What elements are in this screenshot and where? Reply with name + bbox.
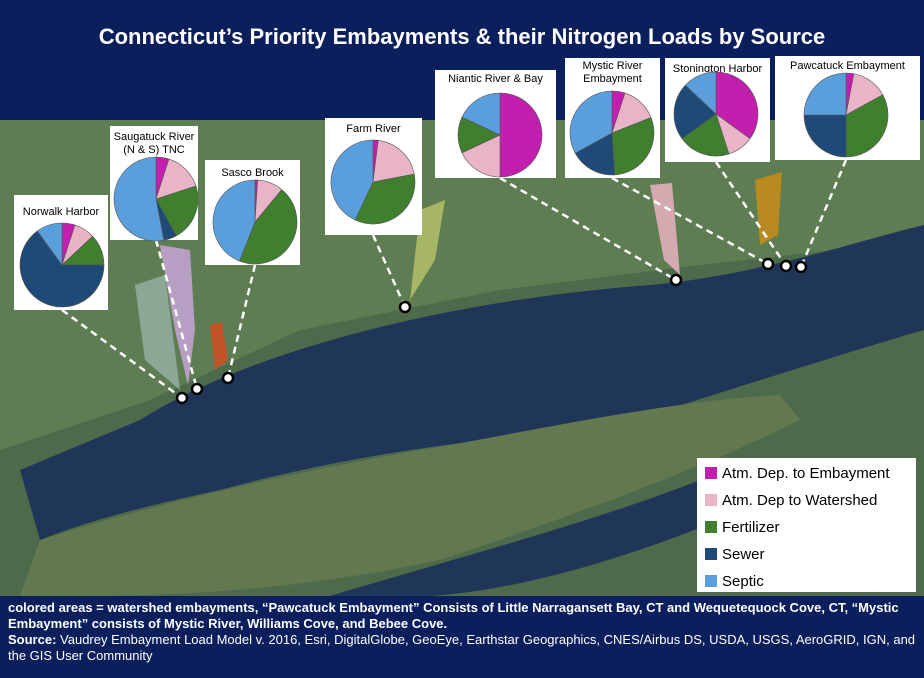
legend-swatch	[705, 494, 717, 506]
legend: Atm. Dep. to Embayment Atm. Dep to Waters…	[705, 465, 890, 590]
stonington-watershed	[755, 172, 782, 245]
embayment-label: Norwalk Harbor	[23, 206, 100, 218]
bay	[330, 480, 720, 596]
embayment-label: Farm River	[346, 123, 401, 135]
location-pin	[794, 260, 808, 274]
legend-label: Sewer	[722, 546, 765, 563]
location-pin	[761, 257, 775, 271]
embayment-label: Pawcatuck Embayment	[790, 60, 905, 72]
pie-slice	[499, 92, 543, 178]
source-label: Source:	[8, 632, 57, 647]
pie-slice	[611, 117, 655, 176]
embayment-label: Sasco Brook	[221, 167, 284, 179]
embayment-label: Embayment	[583, 73, 642, 85]
pie-slice	[803, 114, 847, 158]
embayment-label: Saugatuck River	[114, 131, 195, 143]
pie-slice	[845, 94, 889, 158]
pie-slice	[461, 92, 501, 136]
pie-slice	[354, 173, 416, 225]
pie-slice	[803, 72, 847, 116]
legend-label: Septic	[722, 573, 764, 590]
pie-slice	[684, 71, 717, 115]
leader-line	[226, 264, 257, 379]
legend-swatch	[705, 521, 717, 533]
note: colored areas = watershed embayments, “P…	[8, 600, 899, 631]
location-pin	[221, 371, 235, 385]
map: Connecticut’s Priority Embayments & thei…	[0, 0, 924, 596]
pie-slice	[113, 156, 165, 242]
pie-slice	[574, 132, 615, 176]
pie-slice	[715, 71, 759, 140]
legend-label: Fertilizer	[722, 519, 780, 536]
pie-slice	[239, 189, 298, 265]
pie-slice	[681, 113, 730, 157]
leader-line	[611, 176, 769, 266]
embayment-label: (N & S) TNC	[123, 144, 185, 156]
footer: colored areas = watershed embayments, “P…	[0, 596, 924, 678]
pie-slice	[569, 90, 613, 154]
legend-label: Atm. Dep. to Embayment	[722, 465, 890, 482]
mystic-watershed	[650, 183, 680, 275]
source-text: Vaudrey Embayment Load Model v. 2016, Es…	[8, 632, 916, 663]
pie-slice	[155, 185, 199, 237]
leader-line	[154, 239, 199, 390]
embayment-label: Niantic River & Bay	[448, 73, 543, 85]
leader-line	[714, 161, 788, 267]
location-pin	[779, 259, 793, 273]
leader-line	[499, 176, 677, 282]
pie-slice	[212, 179, 256, 262]
source: Source: Vaudrey Embayment Load Model v. …	[8, 632, 916, 664]
embayment-label: Mystic River	[583, 60, 643, 72]
leader-line	[799, 159, 848, 268]
legend-box	[697, 458, 916, 592]
pie-slice	[461, 134, 501, 178]
location-pin	[669, 273, 683, 287]
pie-slice	[36, 222, 63, 266]
pie-slice	[372, 139, 415, 183]
norwalk-watershed	[135, 275, 180, 390]
pies: Norwalk Harbor Saugatuck River(N & S) TNC…	[14, 56, 920, 405]
pie-slice	[673, 84, 717, 140]
pie-slice	[19, 230, 105, 308]
legend-label: Atm. Dep to Watershed	[722, 492, 877, 509]
pie-slice	[330, 139, 374, 221]
long-island	[20, 395, 800, 596]
location-pin	[175, 391, 189, 405]
location-pin	[398, 300, 412, 314]
location-pin	[190, 382, 204, 396]
legend-swatch	[705, 467, 717, 479]
leader-line	[371, 234, 407, 308]
leader-line	[61, 308, 183, 400]
embayment-label: Stonington Harbor	[673, 63, 763, 75]
legend-swatch	[705, 575, 717, 587]
long-island-sound	[20, 225, 924, 540]
legend-swatch	[705, 548, 717, 560]
sasco-watershed	[210, 322, 228, 370]
title: Connecticut’s Priority Embayments & thei…	[99, 24, 826, 49]
